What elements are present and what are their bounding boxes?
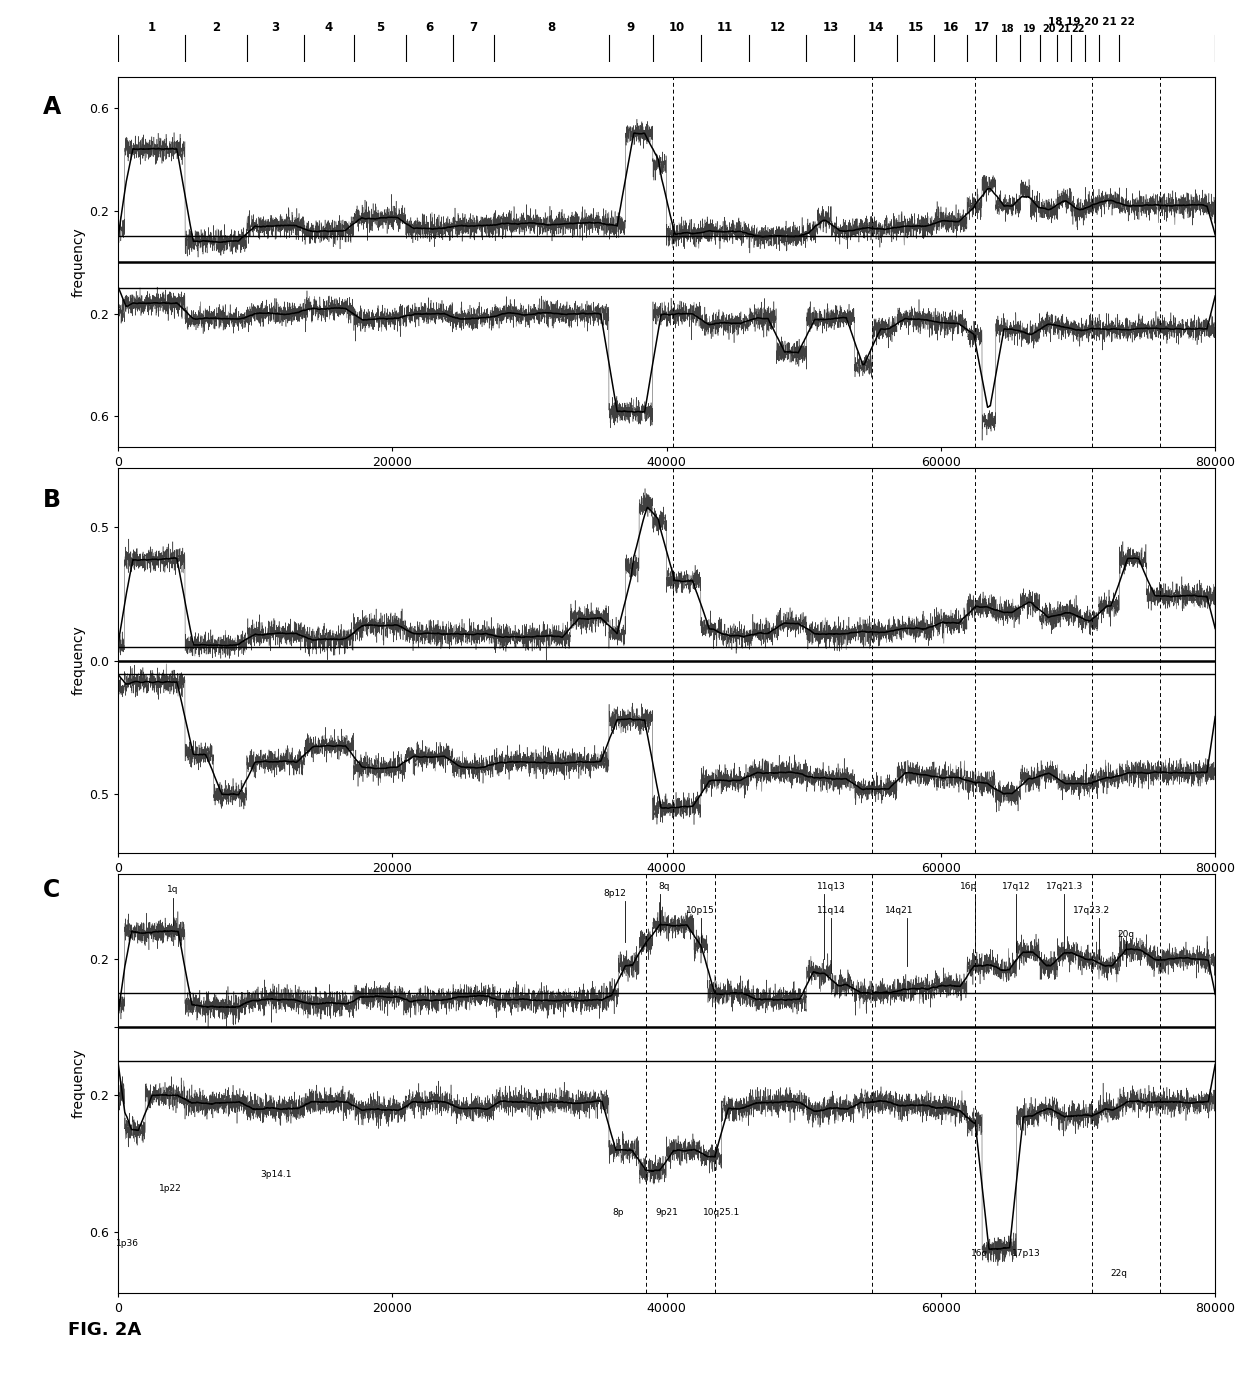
- Text: 11q14: 11q14: [817, 906, 846, 914]
- Text: 20q: 20q: [1117, 930, 1135, 938]
- Text: 3p14.1: 3p14.1: [260, 1170, 291, 1180]
- Text: 16: 16: [942, 21, 959, 34]
- Text: 16q: 16q: [971, 1248, 988, 1258]
- Text: 12: 12: [770, 21, 786, 34]
- Text: 1p36: 1p36: [115, 1239, 139, 1247]
- Text: 1: 1: [148, 21, 155, 34]
- Text: C: C: [43, 878, 61, 902]
- Text: 22: 22: [1071, 24, 1085, 34]
- Text: 17p13: 17p13: [1012, 1248, 1040, 1258]
- Text: FIG. 2A: FIG. 2A: [68, 1321, 141, 1339]
- Text: 21: 21: [1058, 24, 1071, 34]
- Text: 10p15: 10p15: [687, 906, 715, 914]
- Y-axis label: frequency: frequency: [72, 1048, 86, 1118]
- Text: 11q13: 11q13: [817, 882, 846, 891]
- Text: 8p: 8p: [613, 1208, 624, 1216]
- Text: 11: 11: [717, 21, 733, 34]
- Text: 3: 3: [272, 21, 279, 34]
- Text: 14q21: 14q21: [885, 906, 914, 914]
- Text: 19: 19: [1023, 24, 1037, 34]
- Text: 6: 6: [425, 21, 433, 34]
- Y-axis label: frequency: frequency: [72, 228, 86, 296]
- Text: 15: 15: [908, 21, 924, 34]
- Y-axis label: frequency: frequency: [72, 626, 86, 695]
- Text: 1q: 1q: [167, 885, 179, 895]
- Text: 18 19 20 21 22: 18 19 20 21 22: [1048, 17, 1135, 27]
- Text: 9: 9: [626, 21, 635, 34]
- Text: 14: 14: [868, 21, 884, 34]
- Text: 17q23.2: 17q23.2: [1073, 906, 1110, 914]
- Text: 10q25.1: 10q25.1: [703, 1208, 740, 1216]
- Text: 18: 18: [1001, 24, 1014, 34]
- Text: 2: 2: [212, 21, 219, 34]
- Text: 22q: 22q: [1111, 1269, 1127, 1278]
- Text: A: A: [43, 95, 62, 119]
- Text: 8p12: 8p12: [603, 889, 626, 898]
- Text: 1p22: 1p22: [159, 1184, 181, 1192]
- Text: 8: 8: [547, 21, 556, 34]
- Text: 10: 10: [668, 21, 684, 34]
- Text: B: B: [43, 488, 61, 512]
- Text: 17q12: 17q12: [1002, 882, 1030, 891]
- Text: 9p21: 9p21: [655, 1208, 678, 1216]
- Text: 16p: 16p: [960, 882, 977, 891]
- Text: 7: 7: [469, 21, 477, 34]
- Text: 8q: 8q: [658, 882, 670, 891]
- Text: 17: 17: [973, 21, 990, 34]
- Text: 4: 4: [325, 21, 334, 34]
- Text: 20: 20: [1042, 24, 1055, 34]
- Text: 13: 13: [822, 21, 838, 34]
- Text: 5: 5: [376, 21, 384, 34]
- Text: 17q21.3: 17q21.3: [1045, 882, 1083, 891]
